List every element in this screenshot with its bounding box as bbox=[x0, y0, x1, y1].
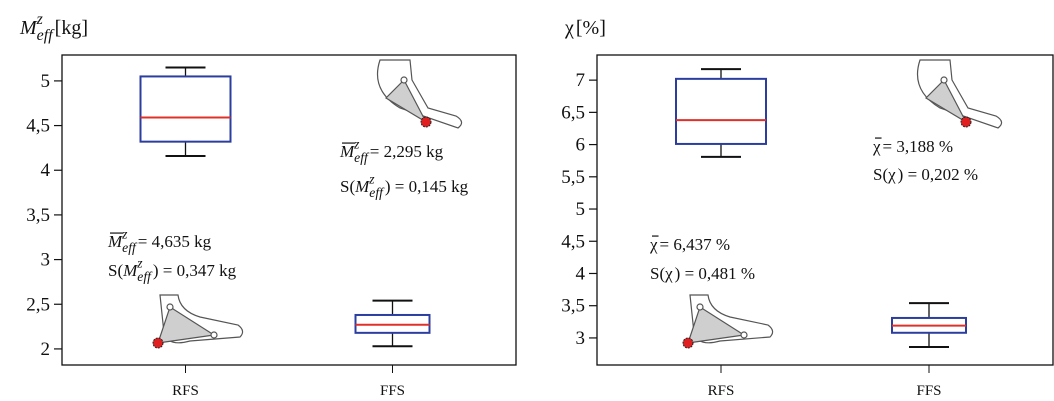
y-tick-label: 6 bbox=[576, 135, 586, 156]
annotation-symbol: χ bbox=[649, 235, 658, 254]
y-tick-label: 4 bbox=[41, 160, 51, 181]
figure: Meffz[kg]22,533,544,55RFSFFSMeffz = 4,63… bbox=[0, 0, 1054, 401]
y-tick-label: 2,5 bbox=[26, 294, 50, 315]
y-tick-label: 5 bbox=[576, 199, 586, 220]
annotation-symbol: χ bbox=[564, 17, 574, 39]
y-tick-label: 4,5 bbox=[561, 231, 585, 252]
foot-icon bbox=[683, 295, 773, 348]
annotation-prefix: S( bbox=[108, 261, 123, 280]
plot-frame bbox=[597, 55, 1053, 365]
annotation-text: ) = 0,202 % bbox=[898, 165, 978, 184]
plot-frame bbox=[62, 55, 516, 365]
annotation-sub: eff bbox=[369, 185, 385, 200]
annotation-text: = 3,188 % bbox=[883, 137, 954, 156]
annotation-prefix: S( bbox=[650, 264, 665, 283]
annotation-text: = 6,437 % bbox=[660, 235, 731, 254]
annotation-text: = 4,635 kg bbox=[138, 232, 212, 251]
annotation-text: = 2,295 kg bbox=[370, 142, 444, 161]
y-tick-label: 5,5 bbox=[561, 167, 585, 188]
annotation-text: ) = 0,481 % bbox=[675, 264, 755, 283]
y-tick-label: 3,5 bbox=[26, 205, 50, 226]
annotation-symbol: M bbox=[107, 232, 123, 251]
annotation-symbol: χ bbox=[887, 165, 896, 184]
y-tick-label: 3 bbox=[576, 328, 586, 349]
annotation-text: ) = 0,347 kg bbox=[153, 261, 237, 280]
x-tick-label: RFS bbox=[172, 383, 199, 399]
y-tick-label: 3,5 bbox=[561, 296, 585, 317]
annotation-text: [kg] bbox=[55, 17, 88, 39]
y-tick-label: 7 bbox=[576, 70, 586, 91]
annotation-symbol: M bbox=[339, 142, 355, 161]
annotation-text: ) = 0,145 kg bbox=[385, 177, 469, 196]
annotation-symbol: M bbox=[354, 177, 370, 196]
annotation-prefix: S( bbox=[340, 177, 355, 196]
annotation-sub: eff bbox=[354, 150, 370, 165]
y-tick-label: 2 bbox=[41, 339, 51, 360]
annotation-symbol: χ bbox=[664, 264, 673, 283]
annotation-sup: z bbox=[353, 137, 360, 152]
x-tick-label: FFS bbox=[380, 383, 405, 399]
annotation-sub: eff bbox=[37, 27, 56, 44]
annotation-symbol: M bbox=[19, 17, 38, 39]
annotation-sup: z bbox=[121, 227, 128, 242]
box bbox=[676, 79, 766, 144]
annotation-sup: z bbox=[136, 256, 143, 271]
y-tick-label: 4 bbox=[576, 263, 586, 284]
annotation-sub: eff bbox=[122, 240, 138, 255]
annotation-sup: z bbox=[36, 11, 44, 28]
annotation-symbol: χ bbox=[872, 137, 881, 156]
annotation-sup: z bbox=[368, 172, 375, 187]
y-tick-label: 5 bbox=[41, 71, 51, 92]
foot-icon bbox=[153, 295, 243, 348]
foot-icon bbox=[378, 60, 462, 128]
y-tick-label: 4,5 bbox=[26, 116, 50, 137]
y-tick-label: 6,5 bbox=[561, 102, 585, 123]
y-tick-label: 3 bbox=[41, 250, 51, 271]
box bbox=[141, 76, 231, 141]
annotation-text: [%] bbox=[576, 17, 606, 39]
annotation-sub: eff bbox=[137, 269, 153, 284]
annotation-prefix: S( bbox=[873, 165, 888, 184]
x-tick-label: RFS bbox=[708, 383, 735, 399]
x-tick-label: FFS bbox=[916, 383, 941, 399]
foot-icon bbox=[918, 60, 1002, 128]
annotation-symbol: M bbox=[122, 261, 138, 280]
